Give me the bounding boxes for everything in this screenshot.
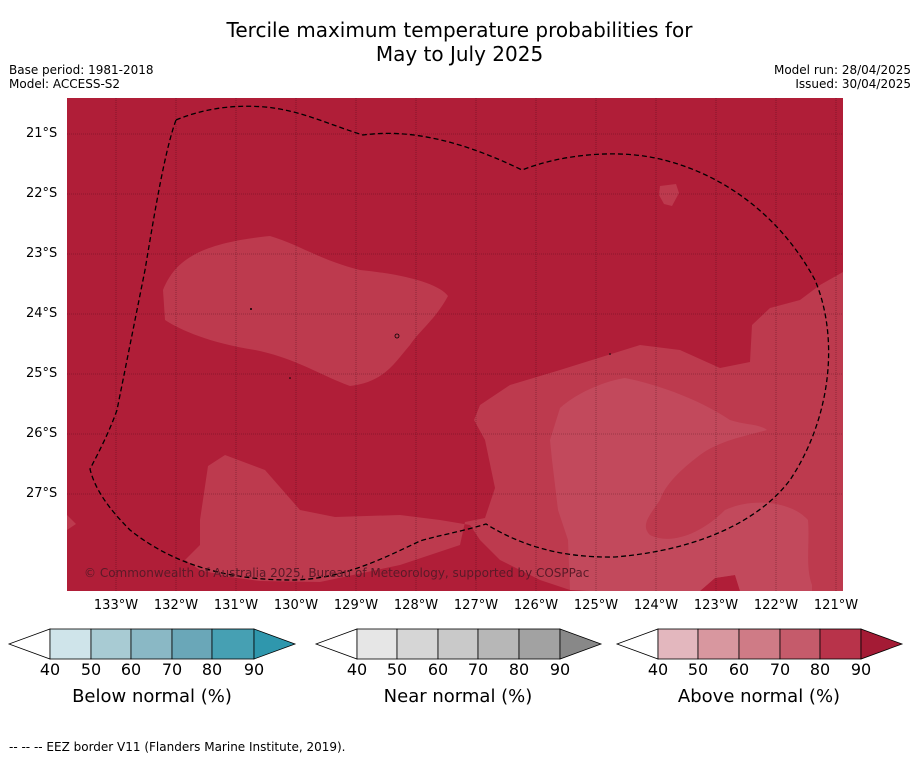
legend-above-title: Above normal (%) (677, 686, 841, 707)
model-name: Model: ACCESS-S2 (9, 77, 121, 91)
region-above-70-80-edge (67, 515, 76, 530)
legend-near-tick-80: 80 (508, 660, 530, 679)
lon-label-125: 125°W (573, 598, 619, 613)
lon-label-121: 121°W (813, 598, 859, 613)
lat-label-21: 21°S (26, 126, 58, 141)
legend-above-normal (615, 628, 904, 660)
legend-above-tick-80: 80 (809, 660, 831, 679)
legend-below-swatch-3 (130, 628, 173, 660)
lon-label-130: 130°W (273, 598, 319, 613)
region-above-70-80-island (659, 184, 679, 206)
lat-label-26: 26°S (26, 426, 58, 441)
legend-near-tick-50: 50 (386, 660, 408, 679)
legend-near-tick-40: 40 (346, 660, 368, 679)
legend-above-tick-40: 40 (647, 660, 669, 679)
legend-near-arrow-right (559, 628, 603, 660)
lon-label-131: 131°W (213, 598, 259, 613)
legend-near-arrow-left (314, 628, 358, 660)
model-run: Model run: 28/04/2025 (773, 63, 911, 77)
legend-above-tick-90: 90 (850, 660, 872, 679)
legend-below-tick-70: 70 (161, 660, 183, 679)
region-above-60-70-southeast (550, 378, 812, 591)
legend-below-arrow-right (253, 628, 297, 660)
legend-near-tick-70: 70 (467, 660, 489, 679)
legend-near-normal (314, 628, 603, 660)
legend-near-swatch-5 (518, 628, 561, 660)
legend-below-tick-40: 40 (39, 660, 61, 679)
title-line-1: Tercile maximum temperature probabilitie… (226, 18, 693, 42)
title-line-2: May to July 2025 (375, 42, 544, 66)
issued-date: Issued: 30/04/2025 (795, 77, 911, 91)
lon-label-127: 127°W (453, 598, 499, 613)
lon-label-133: 133°W (93, 598, 139, 613)
legend-near-swatch-4 (477, 628, 520, 660)
lat-label-23: 23°S (26, 246, 58, 261)
region-above-70-80-west (163, 236, 448, 386)
map-panel (67, 98, 843, 591)
legend-above-tick-50: 50 (687, 660, 709, 679)
legend-above-swatch-1 (657, 628, 699, 660)
lat-label-22: 22°S (26, 186, 58, 201)
legend-near-title: Near normal (%) (383, 686, 533, 707)
legend-below-tick-90: 90 (243, 660, 265, 679)
legend-below-tick-80: 80 (201, 660, 223, 679)
legend-below-arrow-left (7, 628, 51, 660)
region-above-70-80-east (185, 272, 843, 591)
legend-above-tick-60: 60 (728, 660, 750, 679)
lat-label-24: 24°S (26, 306, 58, 321)
legend-below-tick-50: 50 (80, 660, 102, 679)
legend-above-swatch-2 (697, 628, 740, 660)
legend-above-arrow-left (615, 628, 659, 660)
eez-border (89, 105, 830, 581)
island-marker-2 (394, 333, 400, 339)
legend-above-arrow-right (860, 628, 904, 660)
meta-left: Base period: 1981-2018 Model: ACCESS-S2 (9, 63, 154, 91)
island-marker-3 (289, 377, 291, 379)
lon-label-128: 128°W (393, 598, 439, 613)
legend-near-tick-60: 60 (427, 660, 449, 679)
legend-above-swatch-4 (779, 628, 821, 660)
legend-above-swatch-3 (738, 628, 781, 660)
legend-above-tick-70: 70 (769, 660, 791, 679)
legend-below-swatch-1 (49, 628, 92, 660)
legend-above-swatch-5 (819, 628, 862, 660)
legend-below-title: Below normal (%) (72, 686, 232, 707)
legend-below-normal (7, 628, 297, 660)
lon-label-126: 126°W (513, 598, 559, 613)
lon-label-123: 123°W (693, 598, 739, 613)
lon-label-124: 124°W (633, 598, 679, 613)
gridlines (67, 98, 843, 591)
lat-label-25: 25°S (26, 366, 58, 381)
legend-near-swatch-1 (356, 628, 398, 660)
eez-footer-note: -- -- -- EEZ border V11 (Flanders Marine… (9, 740, 346, 754)
legend-below-tick-60: 60 (120, 660, 142, 679)
legend-below-swatch-2 (90, 628, 132, 660)
base-period: Base period: 1981-2018 (9, 63, 154, 77)
island-marker-1 (250, 308, 252, 310)
meta-right: Model run: 28/04/2025 Issued: 30/04/2025 (774, 63, 911, 91)
chart-title: Tercile maximum temperature probabilitie… (0, 18, 919, 66)
legend-below-swatch-5 (211, 628, 255, 660)
copyright-notice: © Commonwealth of Australia 2025, Bureau… (84, 566, 590, 580)
legend-below-swatch-4 (171, 628, 213, 660)
lat-label-27: 27°S (26, 486, 58, 501)
lon-label-132: 132°W (153, 598, 199, 613)
legend-near-tick-90: 90 (549, 660, 571, 679)
island-marker-4 (609, 353, 611, 355)
legend-near-swatch-3 (437, 628, 479, 660)
lon-label-129: 129°W (333, 598, 379, 613)
lon-label-122: 122°W (753, 598, 799, 613)
legend-near-swatch-2 (396, 628, 439, 660)
